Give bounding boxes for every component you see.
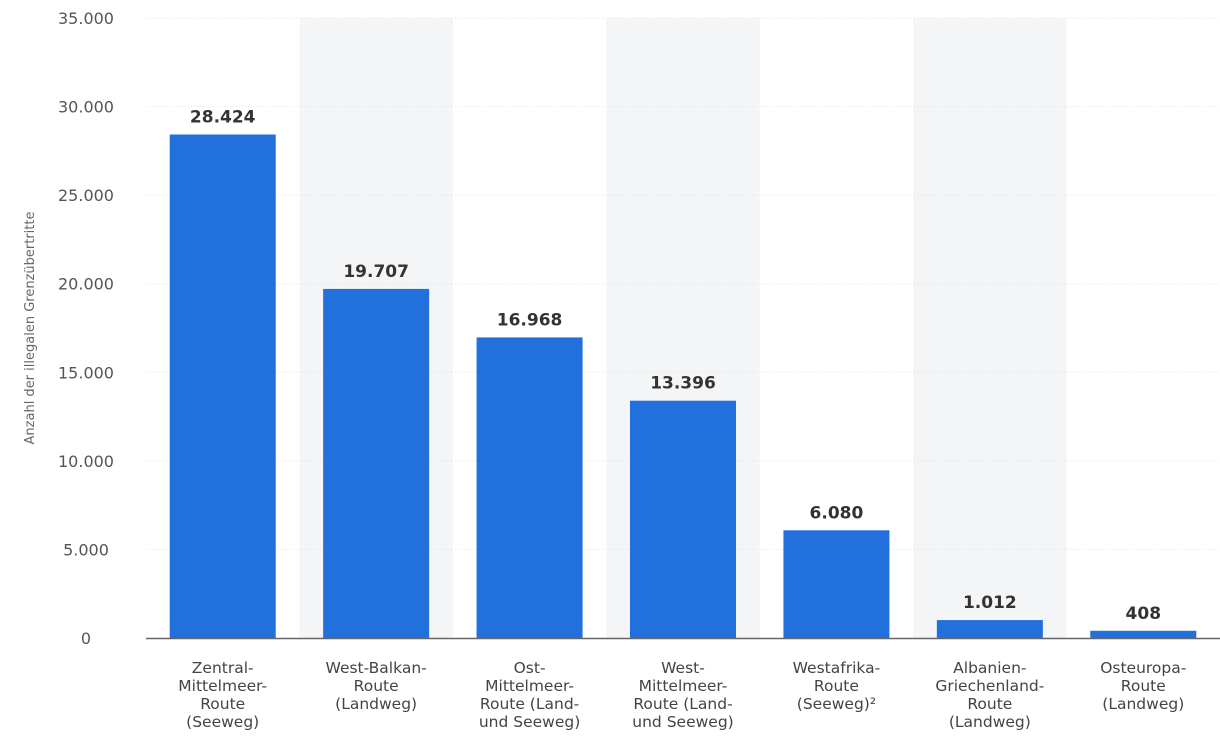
column-bands [299, 18, 1067, 638]
bar-value-label: 19.707 [343, 262, 409, 282]
value-labels: 28.424 19.707 16.968 13.396 6.080 1.012 408 [190, 107, 1161, 623]
y-tick-label: 25.000 [58, 186, 114, 205]
x-tick-label-line: Westafrika- [793, 659, 881, 677]
x-tick-label-line: Route [354, 677, 399, 695]
bar-value-label: 13.396 [650, 374, 716, 394]
x-tick-label-line: West-Balkan- [326, 659, 427, 677]
x-tick-label-line: Route [814, 677, 859, 695]
bar [630, 400, 736, 638]
bars [169, 134, 1197, 638]
x-tick-label-line: Route (Land- [633, 695, 732, 713]
x-tick-label: West-Mittelmeer-Route (Land-und Seeweg) [632, 659, 733, 731]
bar-value-label: 408 [1126, 604, 1162, 624]
y-axis-ticks: 0 5.000 10.000 15.000 20.000 25.000 30.000 35.0… [58, 9, 114, 648]
x-tick-label-line: Zentral- [192, 659, 254, 677]
y-tick-label: 15.000 [58, 363, 114, 382]
y-tick-label: 20.000 [58, 275, 114, 294]
x-tick-label: Zentral-Mittelmeer-Route (Seeweg) [178, 659, 267, 731]
bar [169, 134, 276, 638]
x-tick-label: Westafrika-Route (Seeweg)² [793, 659, 881, 713]
column-band [913, 18, 1067, 638]
x-tick-label-line: Route [1121, 677, 1166, 695]
y-axis-title: Anzahl der illegalen Grenzübertritte [23, 212, 38, 445]
x-tick-label-line: (Landweg) [949, 713, 1031, 731]
bar [476, 337, 583, 638]
x-tick-label-line: (Seeweg)² [797, 695, 876, 713]
bar [323, 288, 430, 638]
x-tick-label: West-Balkan-Route (Landweg) [326, 659, 427, 713]
x-tick-label-line: Mittelmeer- [485, 677, 574, 695]
bar-value-label: 6.080 [810, 503, 864, 523]
x-tick-label-line: Albanien- [953, 659, 1026, 677]
x-tick-label-line: Mittelmeer- [178, 677, 267, 695]
y-tick-label: 30.000 [58, 98, 114, 117]
x-tick-label: Albanien-Griechenland-Route (Landweg) [935, 659, 1044, 731]
x-tick-label: Ost-Mittelmeer-Route (Land-und Seeweg) [479, 659, 580, 731]
x-tick-label-line: Route [200, 695, 245, 713]
x-tick-label-line: Osteuropa- [1100, 659, 1186, 677]
x-tick-label-line: (Seeweg) [186, 713, 259, 731]
x-tick-label-line: Mittelmeer- [639, 677, 728, 695]
y-tick-label: 5.000 [63, 540, 109, 559]
x-tick-label-line: Route (Land- [480, 695, 579, 713]
y-tick-label: 0 [81, 629, 91, 648]
x-tick-label-line: und Seeweg) [479, 713, 580, 731]
x-tick-label-line: Route [967, 695, 1012, 713]
bar [1090, 630, 1197, 638]
bar [936, 620, 1043, 638]
x-tick-label-line: Griechenland- [935, 677, 1044, 695]
bar-value-label: 16.968 [497, 310, 563, 330]
y-tick-label: 35.000 [58, 9, 114, 28]
bar-value-label: 28.424 [190, 107, 256, 127]
x-axis-labels: Zentral-Mittelmeer-Route (Seeweg)West-Bal… [178, 659, 1186, 731]
bar-value-label: 1.012 [963, 593, 1017, 613]
x-tick-label: Osteuropa-Route (Landweg) [1100, 659, 1186, 713]
x-tick-label-line: (Landweg) [335, 695, 417, 713]
x-tick-label-line: und Seeweg) [632, 713, 733, 731]
x-tick-label-line: West- [661, 659, 705, 677]
bar [783, 530, 890, 638]
x-tick-label-line: Ost- [514, 659, 546, 677]
x-tick-label-line: (Landweg) [1102, 695, 1184, 713]
y-tick-label: 10.000 [58, 452, 114, 471]
